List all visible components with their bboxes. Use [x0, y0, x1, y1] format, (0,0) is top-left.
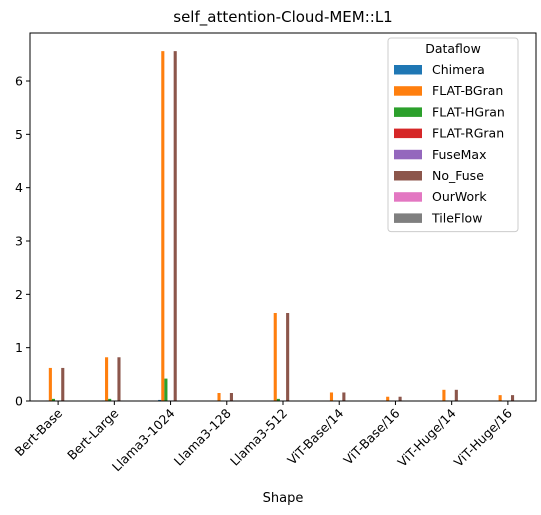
x-axis-label: Shape	[263, 491, 304, 506]
x-tick-label: Llama3-128	[171, 405, 234, 468]
y-tick-label: 3	[15, 234, 23, 249]
bar-flat-bgran-bert-base	[49, 368, 52, 401]
legend-entry: OurWork	[432, 189, 487, 204]
y-axis: 0 1 2 3 4 5 6	[15, 74, 30, 409]
legend-swatch	[394, 129, 422, 139]
legend-swatch	[394, 150, 422, 160]
legend-swatch	[394, 65, 422, 75]
bar-no-fuse-vit-huge-14	[455, 390, 458, 401]
bar-flat-bgran-vit-base-14	[330, 392, 333, 401]
bar-flat-bgran-vit-huge-16	[499, 395, 502, 401]
x-tick-label: ViT-Base/16	[340, 405, 402, 467]
bar-no-fuse-bert-base	[61, 368, 64, 401]
y-tick-label: 0	[15, 394, 23, 409]
bar-flat-bgran-llama3-512	[274, 313, 277, 401]
x-axis: Bert-BaseBert-LargeLlama3-1024Llama3-128…	[12, 401, 515, 474]
chart-title: self_attention-Cloud-MEM::L1	[173, 8, 392, 27]
legend-entry: Chimera	[432, 62, 485, 77]
bar-flat-bgran-bert-large	[105, 357, 108, 401]
bar-flat-bgran-vit-huge-14	[442, 390, 445, 401]
legend-swatch	[394, 171, 422, 181]
bar-no-fuse-bert-large	[117, 357, 120, 401]
y-tick-label: 4	[15, 180, 23, 195]
bar-no-fuse-vit-base-16	[399, 397, 402, 401]
x-tick-label: Llama3-512	[227, 406, 290, 469]
x-tick-label: Bert-Large	[64, 405, 121, 462]
legend-swatch	[394, 192, 422, 202]
legend-entry: FuseMax	[432, 147, 486, 162]
y-tick-label: 1	[15, 340, 23, 355]
bar-no-fuse-llama3-1024	[174, 51, 177, 401]
bar-no-fuse-llama3-128	[230, 393, 233, 401]
legend: Dataflow Chimera FLAT-BGran FLAT-HGran FLAT-…	[388, 38, 518, 232]
bar-flat-bgran-llama3-128	[217, 393, 220, 401]
bar-no-fuse-llama3-512	[286, 313, 289, 401]
legend-title: Dataflow	[425, 41, 481, 56]
y-tick-label: 6	[15, 74, 23, 89]
bar-no-fuse-vit-huge-16	[511, 395, 514, 401]
bar-flat-bgran-vit-base-16	[386, 397, 389, 401]
legend-entry: FLAT-RGran	[432, 126, 504, 141]
legend-entry: TileFlow	[431, 210, 482, 225]
bar-flat-hgran-llama3-1024	[164, 379, 167, 401]
y-tick-label: 2	[15, 287, 23, 302]
legend-swatch	[394, 213, 422, 223]
legend-entry: No_Fuse	[432, 168, 484, 183]
bar-flat-bgran-llama3-1024	[161, 51, 164, 401]
x-tick-label: ViT-Base/14	[284, 405, 346, 467]
y-tick-label: 5	[15, 127, 23, 142]
x-tick-label: ViT-Huge/16	[451, 405, 515, 469]
legend-entry: FLAT-HGran	[432, 104, 505, 119]
x-tick-label: Bert-Base	[12, 405, 66, 459]
x-tick-label: ViT-Huge/14	[395, 405, 459, 469]
legend-swatch	[394, 86, 422, 96]
legend-swatch	[394, 107, 422, 117]
legend-entry: FLAT-BGran	[432, 83, 503, 98]
bar-no-fuse-vit-base-14	[342, 392, 345, 401]
